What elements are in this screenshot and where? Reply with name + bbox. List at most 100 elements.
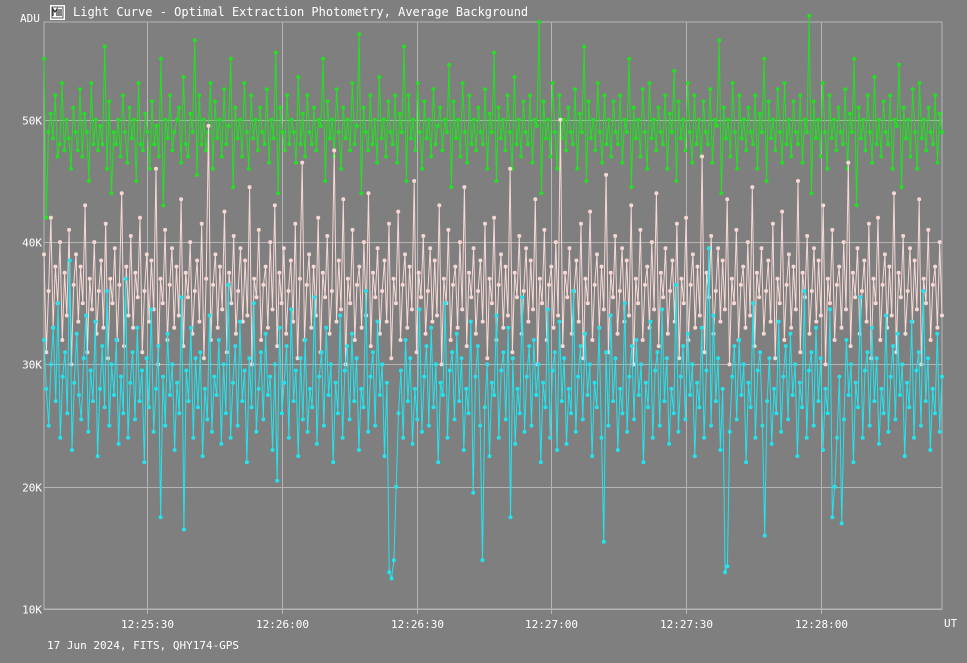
data-point xyxy=(270,448,275,452)
data-point xyxy=(564,441,569,446)
x-tick-label: 12:25:30 xyxy=(121,618,174,631)
data-point xyxy=(208,81,213,86)
data-point xyxy=(844,338,849,342)
data-point xyxy=(429,325,434,330)
data-point xyxy=(273,50,278,55)
series-2 xyxy=(42,246,944,581)
data-point xyxy=(320,270,325,275)
data-point xyxy=(228,56,233,61)
data-point xyxy=(494,313,499,318)
data-point xyxy=(267,160,272,165)
data-point xyxy=(323,179,328,183)
data-point xyxy=(120,93,125,98)
data-point xyxy=(930,282,935,287)
data-point xyxy=(768,319,773,324)
data-point xyxy=(298,356,303,361)
data-point xyxy=(536,362,541,367)
data-point xyxy=(657,423,662,428)
data-point xyxy=(138,142,143,147)
data-point xyxy=(393,301,398,306)
data-point xyxy=(485,166,490,171)
data-point xyxy=(901,234,906,238)
data-point xyxy=(366,429,371,434)
data-point xyxy=(172,448,177,452)
data-point xyxy=(734,417,739,422)
data-point xyxy=(865,93,870,98)
data-point xyxy=(654,191,659,196)
data-point xyxy=(158,515,163,520)
data-point xyxy=(750,142,755,147)
data-point xyxy=(174,264,179,269)
data-point xyxy=(471,117,476,122)
data-point xyxy=(149,258,154,263)
data-point xyxy=(774,411,779,416)
data-point xyxy=(71,105,76,110)
data-point xyxy=(192,289,197,293)
data-point xyxy=(519,154,524,159)
data-point xyxy=(412,179,417,183)
data-point xyxy=(583,276,588,281)
data-point xyxy=(168,93,172,98)
data-point xyxy=(372,117,377,122)
data-point xyxy=(197,93,202,98)
data-point xyxy=(170,362,175,367)
data-point xyxy=(147,405,151,410)
data-point xyxy=(156,344,161,349)
data-point xyxy=(109,362,114,367)
data-point xyxy=(293,368,298,373)
data-point xyxy=(914,368,919,373)
data-point xyxy=(323,295,328,300)
data-point xyxy=(352,142,357,147)
data-point xyxy=(382,454,387,459)
data-point xyxy=(242,81,247,86)
data-point xyxy=(197,319,202,324)
data-point xyxy=(133,417,137,422)
data-point xyxy=(617,289,622,293)
x-tick-label: 12:27:00 xyxy=(525,618,578,631)
data-point xyxy=(888,374,893,379)
data-point xyxy=(391,276,396,281)
data-point xyxy=(44,350,49,355)
data-point xyxy=(878,338,883,342)
data-point xyxy=(541,99,546,104)
data-point xyxy=(237,117,242,122)
data-point xyxy=(382,258,387,263)
data-point xyxy=(648,319,653,324)
data-point xyxy=(933,264,938,269)
data-point xyxy=(72,380,77,385)
data-point xyxy=(548,435,553,440)
data-point xyxy=(879,386,884,391)
data-point xyxy=(537,20,542,24)
data-point xyxy=(593,148,598,153)
data-point xyxy=(316,215,321,220)
data-point xyxy=(335,411,340,416)
data-point xyxy=(744,460,749,465)
data-point xyxy=(639,362,644,367)
data-point xyxy=(645,264,650,269)
data-point xyxy=(608,313,613,318)
data-point xyxy=(836,105,841,110)
data-point xyxy=(676,429,681,434)
data-point xyxy=(862,258,867,263)
data-point xyxy=(613,234,618,238)
data-point xyxy=(215,325,220,330)
data-point xyxy=(935,331,940,336)
data-point xyxy=(905,289,910,293)
data-point xyxy=(525,142,530,147)
data-point xyxy=(326,393,331,397)
data-point xyxy=(89,81,94,86)
light-curve-app-icon[interactable] xyxy=(50,4,65,20)
data-point xyxy=(846,160,851,165)
data-point xyxy=(723,136,728,141)
data-point xyxy=(766,99,771,104)
data-point xyxy=(371,270,375,275)
data-point xyxy=(696,117,701,122)
data-point xyxy=(205,417,210,422)
data-point xyxy=(834,148,839,153)
data-point xyxy=(222,87,227,92)
data-point xyxy=(160,301,165,306)
data-point xyxy=(703,130,708,135)
data-point xyxy=(515,386,520,391)
data-point xyxy=(923,399,928,404)
data-point xyxy=(428,246,433,251)
